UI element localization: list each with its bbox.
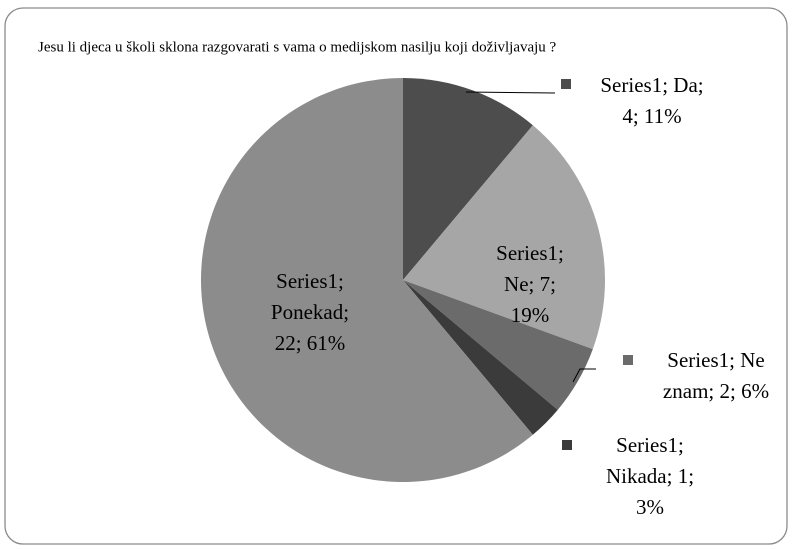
data-label-line: Series1; <box>616 433 684 457</box>
data-label-line: 4; 11% <box>622 104 681 128</box>
data-label: Series1; Nikada; 1; 3% <box>606 433 694 519</box>
pie-slice <box>403 78 533 280</box>
data-label: Series1; Ne; 7; 19% <box>496 241 564 327</box>
data-label-line: Ponekad; <box>271 300 349 324</box>
pie-slice <box>403 280 558 435</box>
leader-line <box>465 91 556 94</box>
data-label-line: znam; 2; 6% <box>663 379 769 403</box>
data-label-line: Series1; <box>276 269 344 293</box>
data-label-line: Series1; <box>496 241 564 265</box>
data-label-line: Ne; 7; <box>504 272 556 296</box>
data-label: Series1; Ne znam; 2; 6% <box>663 348 769 403</box>
leader-line <box>572 368 596 383</box>
data-label-line: Series1; Da; <box>600 73 703 97</box>
data-label-line: 22; 61% <box>275 331 346 355</box>
pie-slice <box>200 78 533 483</box>
data-label-line: Series1; Ne <box>667 348 764 372</box>
data-label: Series1; Da; 4; 11% <box>600 73 703 128</box>
pie-slice <box>403 125 606 350</box>
pie-slice <box>403 280 593 410</box>
chart-title: Jesu li djeca u školi sklona razgovarati… <box>38 39 557 55</box>
data-label-line: Nikada; 1; <box>606 464 694 488</box>
legend-key <box>562 440 572 450</box>
data-label-line: 3% <box>636 495 664 519</box>
legend-key <box>561 79 571 89</box>
data-label-line: 19% <box>511 303 550 327</box>
legend-key <box>623 355 633 365</box>
data-label: Series1; Ponekad; 22; 61% <box>271 269 349 355</box>
